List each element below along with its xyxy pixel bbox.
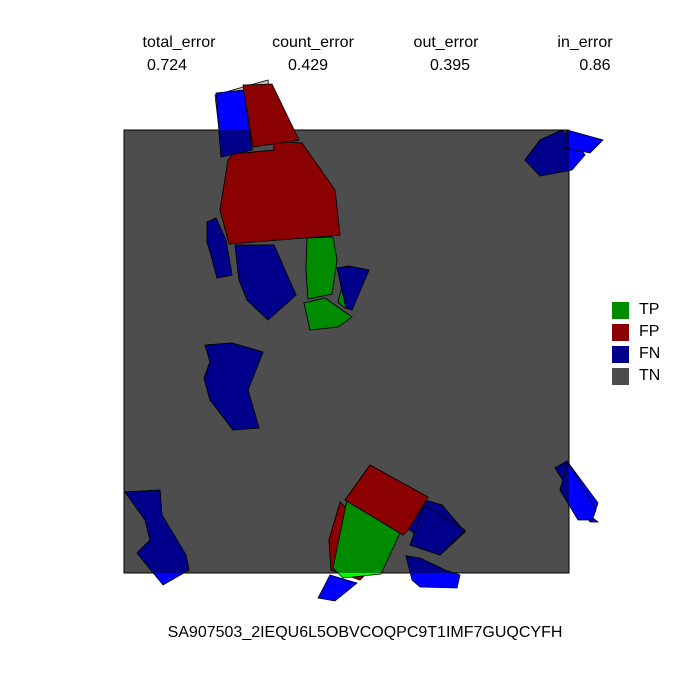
legend-label-fp: FP	[639, 323, 660, 340]
region-fn-2	[203, 342, 264, 431]
metric-value-count-error: 0.429	[287, 57, 329, 74]
region-inside-part	[564, 130, 569, 150]
region-inside-part	[344, 464, 429, 536]
legend-label-tn: TN	[639, 367, 661, 384]
region-inside-part	[336, 265, 370, 311]
metric-value-in-error: 0.86	[579, 57, 611, 74]
region-fp-13	[242, 83, 300, 148]
region-inside-part	[124, 489, 190, 573]
region-fn-3	[234, 244, 297, 321]
region-inside-part	[405, 555, 456, 573]
region-fn-1	[124, 489, 190, 586]
region-inside-part	[249, 130, 300, 148]
region-inside-part	[305, 236, 338, 300]
region-fn-17	[405, 555, 461, 589]
region-inside-part	[409, 504, 466, 556]
metric-name-count-error: count_error	[272, 34, 354, 51]
region-tp-6	[305, 236, 338, 300]
metric-name-out-error: out_error	[413, 34, 479, 51]
region-inside-part	[332, 499, 401, 573]
region-inside-part	[219, 139, 341, 245]
region-inside-part	[203, 342, 264, 431]
metric-value-out-error: 0.395	[429, 57, 471, 74]
legend-swatch-fp	[612, 323, 629, 341]
region-fn-10	[564, 129, 604, 154]
region-fn-22	[559, 460, 597, 521]
region-outside-part	[317, 574, 358, 602]
region-fn-19	[317, 574, 358, 602]
region-fn-14	[336, 265, 370, 311]
legend-swatch-fn	[612, 345, 629, 363]
region-tp-11	[303, 297, 353, 331]
legend-swatch-tp	[612, 301, 629, 319]
region-fn-23	[409, 504, 466, 556]
region-fn-8	[215, 89, 253, 158]
region-inside-part	[524, 130, 569, 177]
legend-item-fn: FN	[612, 343, 660, 365]
legend-label-fn: FN	[639, 345, 661, 362]
legend-swatch-tn	[612, 367, 629, 385]
region-inside-part	[218, 130, 253, 158]
legend-item-tp: TP	[612, 299, 659, 321]
metric-value-total-error: 0.724	[146, 57, 188, 74]
metric-name-in-error: in_error	[557, 34, 613, 51]
region-fp-5	[219, 139, 341, 245]
legend-item-fp: FP	[612, 321, 659, 343]
region-inside-part	[206, 217, 233, 279]
region-fp-21	[344, 464, 429, 536]
region-inside-part	[559, 460, 569, 506]
region-inside-part	[234, 244, 297, 321]
region-inside-part	[303, 297, 353, 331]
legend-label-tp: TP	[639, 301, 660, 318]
legend-item-tn: TN	[612, 365, 660, 387]
metric-name-total-error: total_error	[142, 34, 216, 51]
region-fn-4	[206, 217, 233, 279]
image-id-caption: SA907503_2IEQU6L5OBVCOQPC9T1IMF7GUQCYFH	[167, 624, 563, 641]
region-tp-20	[332, 499, 401, 579]
